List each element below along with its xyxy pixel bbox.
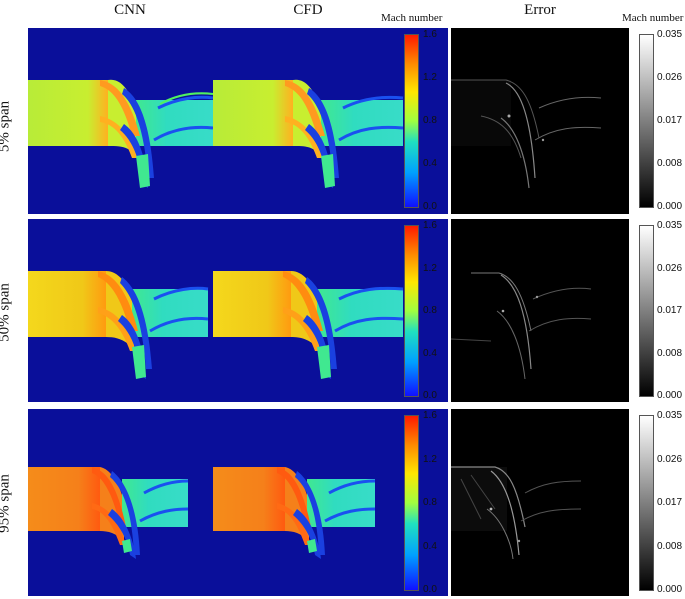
error-tick: 0.017	[657, 497, 683, 508]
mach-tick: 0.8	[423, 115, 437, 126]
error-tick: 0.035	[657, 220, 683, 231]
cnn-mach-field-95-span	[28, 409, 448, 596]
mach-tick: 0.8	[423, 497, 437, 508]
error-contours-5	[451, 79, 602, 189]
error-tick: 0.008	[657, 541, 683, 552]
error-tick: 0.008	[657, 158, 683, 169]
mach-tick: 1.6	[423, 410, 437, 421]
row-label-5-span: 5% span	[0, 100, 13, 153]
mach-tick: 1.2	[423, 263, 437, 274]
error-field-50-span	[451, 219, 629, 402]
row-label-95-span: 95% span	[0, 474, 13, 533]
error-colorbar-title: Mach number	[622, 12, 684, 24]
mach-tick: 0.0	[423, 201, 437, 212]
cfd-column-title: CFD	[293, 2, 323, 18]
mach-colorbar-50-span	[404, 225, 419, 397]
cnn-flow-domain-5	[28, 79, 214, 188]
mach-colorbar-95-span	[404, 415, 419, 591]
error-tick: 0.017	[657, 115, 683, 126]
cnn-column-title: CNN	[114, 2, 146, 18]
error-tick: 0.035	[657, 410, 683, 421]
error-tick: 0.026	[657, 263, 683, 274]
error-tick: 0.026	[657, 454, 683, 465]
error-tick: 0.008	[657, 348, 683, 359]
cnn-mach-field-50-span	[28, 219, 448, 402]
error-colorbar-50-span	[639, 225, 654, 397]
error-field-5-span	[451, 28, 629, 214]
error-contours-95	[451, 466, 582, 560]
error-field-95-span	[451, 409, 629, 596]
mach-colorbar-5-span	[404, 34, 419, 208]
error-tick: 0.000	[657, 390, 683, 401]
cfd-flow-domain-5	[213, 79, 404, 188]
mach-tick: 0.4	[423, 158, 437, 169]
error-colorbar-5-span	[639, 34, 654, 208]
mach-tick: 0.0	[423, 390, 437, 401]
mach-tick: 1.6	[423, 220, 437, 231]
row-label-50-span: 50% span	[0, 283, 13, 342]
error-tick: 0.000	[657, 584, 683, 595]
mach-tick: 1.6	[423, 29, 437, 40]
error-tick: 0.026	[657, 72, 683, 83]
error-tick: 0.035	[657, 29, 683, 40]
mach-tick: 1.2	[423, 454, 437, 465]
cfd-flow-domain-95	[213, 467, 376, 559]
cnn-mach-field-5-span	[28, 28, 448, 214]
error-tick: 0.000	[657, 201, 683, 212]
mach-tick: 0.4	[423, 541, 437, 552]
mach-tick: 0.0	[423, 584, 437, 595]
cnn-flow-domain-95	[28, 467, 189, 559]
mach-colorbar-title: Mach number	[381, 12, 443, 24]
cfd-flow-domain-50	[213, 271, 404, 379]
cnn-flow-domain-50	[28, 271, 209, 379]
error-contours-50	[451, 272, 592, 380]
mach-tick: 0.8	[423, 305, 437, 316]
error-tick: 0.017	[657, 305, 683, 316]
mach-tick: 0.4	[423, 348, 437, 359]
error-colorbar-95-span	[639, 415, 654, 591]
error-column-title: Error	[524, 2, 556, 18]
mach-tick: 1.2	[423, 72, 437, 83]
